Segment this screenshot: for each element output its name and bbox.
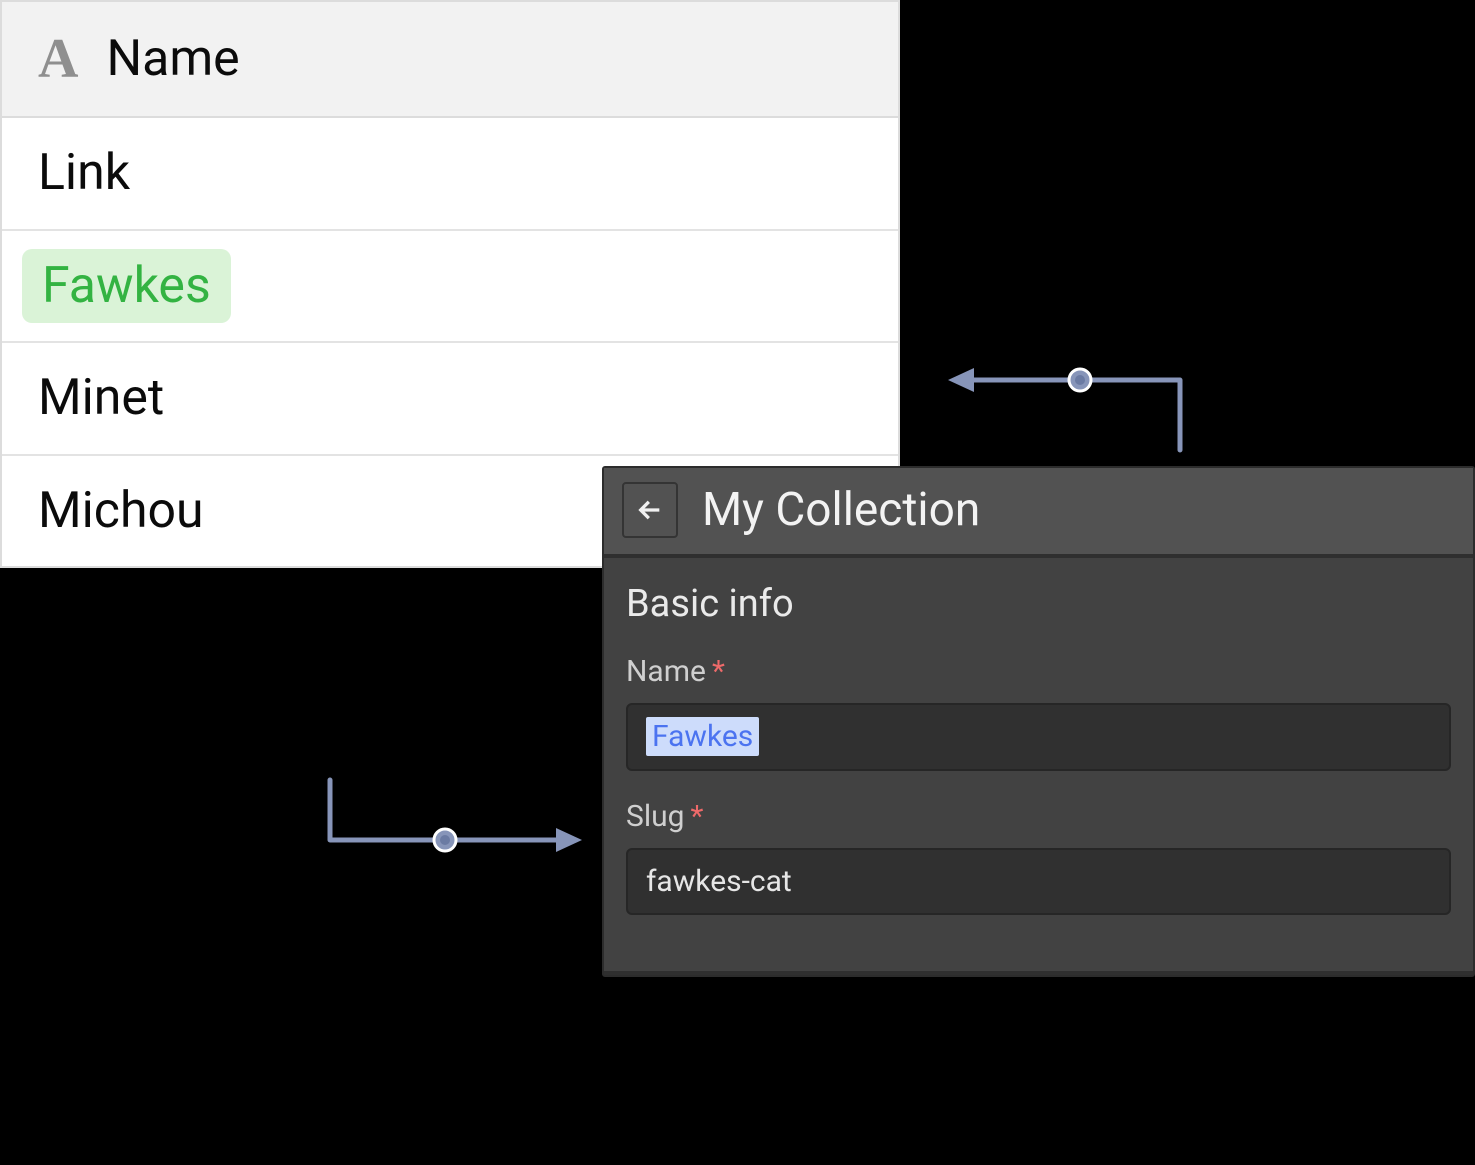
highlighted-cell: Fawkes [22,249,231,324]
name-input[interactable]: Fawkes [626,703,1451,771]
back-button[interactable] [622,482,678,538]
table-row[interactable]: Fawkes [2,231,898,344]
slug-input[interactable] [626,848,1451,915]
detail-title: My Collection [702,483,980,537]
section-heading: Basic info [626,582,1451,626]
table-header[interactable]: A Name [2,2,898,118]
text-type-icon: A [38,31,78,87]
table-row[interactable]: Link [2,118,898,231]
cell-value: Fawkes [42,257,211,315]
name-input-value: Fawkes [646,717,759,756]
arrow-left-icon [636,496,664,524]
table-row[interactable]: Minet [2,343,898,456]
label-text: Slug [626,799,685,834]
cell-value: Michou [38,482,204,540]
cell-value: Link [38,144,130,202]
detail-header: My Collection [604,468,1473,558]
field-label: Slug* [626,799,1451,834]
connector-panel-to-row [940,340,1220,460]
cell-value: Minet [38,369,164,427]
field-slug: Slug* [626,799,1451,915]
label-text: Name [626,654,706,689]
column-header-label: Name [106,30,239,88]
detail-body: Basic info Name* Fawkes Slug* [604,558,1473,975]
field-label: Name* [626,654,1451,689]
connector-table-to-panel [310,770,590,880]
required-star: * [691,799,704,834]
collection-detail-panel: My Collection Basic info Name* Fawkes Sl… [602,466,1475,977]
field-name: Name* Fawkes [626,654,1451,771]
required-star: * [712,654,725,689]
